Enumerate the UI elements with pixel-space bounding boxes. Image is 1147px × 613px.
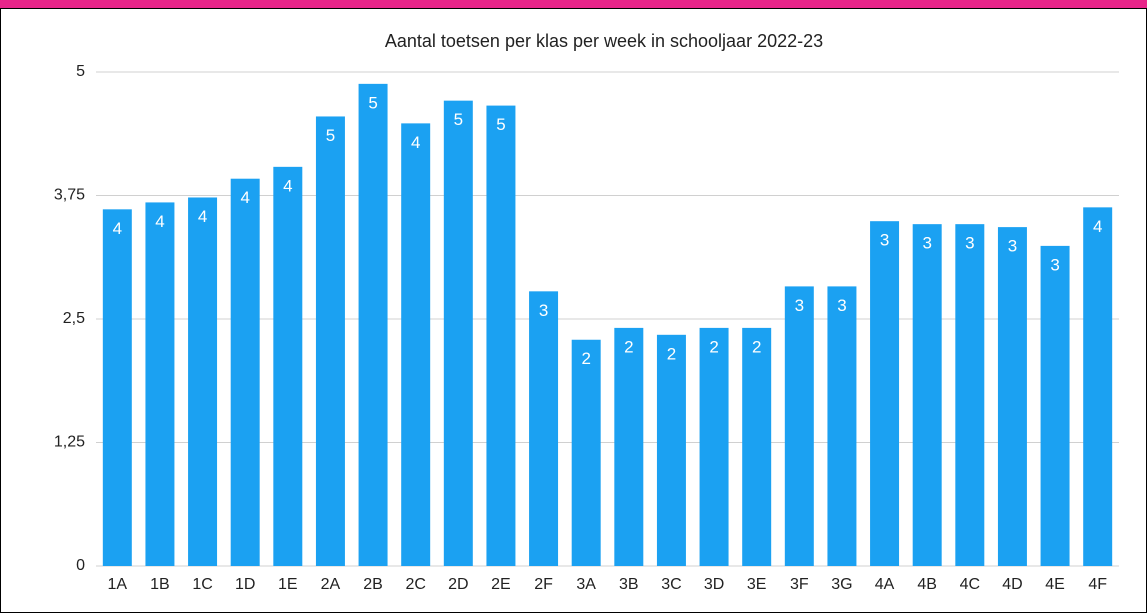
bar bbox=[742, 327, 772, 566]
value-label: 4 bbox=[240, 188, 249, 207]
x-tick-label: 3E bbox=[747, 576, 767, 593]
x-tick-label: 3B bbox=[619, 576, 639, 593]
bar bbox=[486, 105, 516, 566]
x-tick-label: 4D bbox=[1002, 576, 1022, 593]
bar bbox=[870, 221, 900, 567]
bar bbox=[784, 286, 814, 566]
bar bbox=[145, 202, 175, 566]
value-label: 4 bbox=[1093, 217, 1102, 236]
y-tick-label: 3,75 bbox=[54, 187, 85, 204]
x-tick-label: 2C bbox=[405, 576, 425, 593]
bar bbox=[230, 178, 260, 567]
x-tick-label: 2D bbox=[448, 576, 468, 593]
x-tick-label: 1B bbox=[150, 576, 170, 593]
bar bbox=[443, 100, 473, 566]
y-tick-label: 5 bbox=[76, 63, 85, 80]
value-label: 5 bbox=[496, 115, 505, 134]
x-tick-label: 2E bbox=[491, 576, 511, 593]
bar bbox=[997, 227, 1027, 566]
value-label: 3 bbox=[922, 234, 931, 253]
value-label: 3 bbox=[880, 231, 889, 250]
bar bbox=[102, 209, 132, 566]
x-tick-label: 1D bbox=[235, 576, 255, 593]
x-tick-label: 4F bbox=[1088, 576, 1107, 593]
bar bbox=[699, 327, 729, 566]
value-label: 5 bbox=[454, 110, 463, 129]
x-tick-label: 3D bbox=[704, 576, 724, 593]
value-label: 2 bbox=[581, 349, 590, 368]
value-label: 2 bbox=[624, 337, 633, 356]
value-label: 3 bbox=[965, 234, 974, 253]
bar bbox=[1040, 245, 1070, 566]
value-label: 4 bbox=[283, 176, 292, 195]
value-label: 4 bbox=[411, 133, 420, 152]
bar bbox=[529, 291, 559, 566]
bar bbox=[358, 83, 388, 566]
y-tick-label: 1,25 bbox=[54, 434, 85, 451]
bar bbox=[827, 286, 857, 566]
bar bbox=[273, 166, 303, 566]
x-tick-label: 1E bbox=[278, 576, 298, 593]
x-tick-label: 1C bbox=[192, 576, 212, 593]
value-label: 3 bbox=[1050, 255, 1059, 274]
x-tick-label: 3C bbox=[661, 576, 681, 593]
value-label: 3 bbox=[539, 301, 548, 320]
header-band bbox=[0, 0, 1147, 9]
x-tick-label: 4E bbox=[1045, 576, 1065, 593]
x-tick-label: 3G bbox=[831, 576, 852, 593]
value-label: 3 bbox=[1008, 237, 1017, 256]
bar bbox=[188, 197, 218, 566]
bar bbox=[315, 116, 345, 567]
x-tick-label: 2F bbox=[534, 576, 553, 593]
value-label: 3 bbox=[795, 296, 804, 315]
x-tick-label: 2B bbox=[363, 576, 383, 593]
bar bbox=[656, 334, 686, 566]
bar bbox=[614, 327, 644, 566]
bar bbox=[571, 339, 601, 566]
y-tick-label: 0 bbox=[76, 557, 85, 574]
bar bbox=[1083, 207, 1113, 566]
value-label: 3 bbox=[837, 296, 846, 315]
x-tick-label: 3F bbox=[790, 576, 809, 593]
chart-title: Aantal toetsen per klas per week in scho… bbox=[385, 31, 823, 51]
value-label: 5 bbox=[326, 126, 335, 145]
x-tick-label: 4A bbox=[875, 576, 895, 593]
x-tick-label: 1A bbox=[108, 576, 128, 593]
value-label: 4 bbox=[155, 212, 164, 231]
value-label: 2 bbox=[709, 337, 718, 356]
bar bbox=[955, 224, 985, 567]
value-label: 5 bbox=[368, 93, 377, 112]
x-tick-label: 4C bbox=[960, 576, 980, 593]
x-tick-label: 3A bbox=[576, 576, 596, 593]
value-label: 4 bbox=[113, 219, 122, 238]
bar bbox=[401, 123, 431, 566]
value-label: 2 bbox=[752, 337, 761, 356]
value-label: 2 bbox=[667, 344, 676, 363]
y-tick-label: 2,5 bbox=[63, 310, 85, 327]
bar bbox=[912, 224, 942, 567]
value-label: 4 bbox=[198, 207, 207, 226]
x-tick-label: 2A bbox=[321, 576, 341, 593]
x-tick-label: 4B bbox=[917, 576, 937, 593]
